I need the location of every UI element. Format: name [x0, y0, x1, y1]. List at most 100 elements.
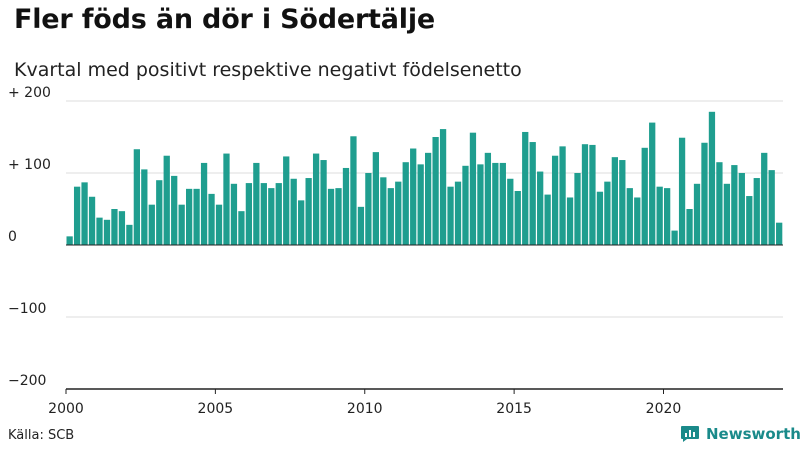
bar [447, 186, 454, 245]
bar [111, 209, 118, 245]
bar [574, 173, 581, 245]
bar [678, 137, 686, 245]
brand-logo[interactable]: Newsworthy [680, 425, 800, 443]
bar [163, 155, 170, 245]
bar [566, 197, 574, 245]
x-tick-label: 2015 [496, 401, 532, 417]
bar [746, 196, 753, 245]
bar [387, 188, 394, 245]
bar [686, 209, 693, 245]
bar [342, 167, 350, 245]
bar [395, 181, 402, 245]
bar [738, 173, 745, 245]
chart-title: Fler föds än dör i Södertälje [14, 4, 436, 35]
bar [238, 211, 245, 245]
x-tick-label: 2005 [198, 401, 234, 417]
bar [634, 197, 641, 245]
bar [148, 204, 155, 245]
bar [88, 196, 96, 245]
x-tick-label: 2000 [48, 401, 84, 417]
x-tick-label: 2020 [646, 401, 682, 417]
bar [372, 152, 379, 245]
bar [230, 183, 238, 245]
bar [335, 188, 342, 245]
bar [537, 171, 544, 245]
bar [559, 146, 566, 245]
bar [701, 142, 708, 245]
bar [193, 188, 200, 245]
bar [484, 152, 492, 245]
bar [671, 230, 678, 245]
y-tick-label: 0 [8, 229, 17, 245]
bar [462, 165, 469, 245]
bar [776, 222, 783, 245]
y-tick-label: + 200 [8, 85, 51, 101]
bar [604, 181, 611, 245]
bar [522, 131, 529, 245]
bar [417, 164, 424, 245]
bar [133, 149, 140, 245]
bar [611, 157, 618, 245]
bar [305, 178, 312, 245]
bar [223, 153, 230, 245]
bar [641, 147, 648, 245]
bar [581, 144, 589, 245]
bar [327, 188, 335, 245]
bar [656, 186, 663, 245]
bar [312, 153, 320, 245]
bar [103, 219, 111, 245]
bar [425, 152, 432, 245]
bar [268, 188, 275, 245]
bar [178, 204, 185, 245]
bar [350, 136, 357, 245]
bar [507, 178, 514, 245]
bar [723, 183, 731, 245]
bar [708, 111, 716, 245]
x-tick-label: 2010 [347, 401, 383, 417]
bar [81, 182, 88, 245]
y-tick-label: + 100 [8, 157, 51, 173]
y-tick-label: −100 [8, 301, 46, 317]
bar [664, 188, 671, 245]
bar [156, 180, 163, 245]
bar [253, 162, 260, 245]
bar [596, 191, 604, 245]
bar [357, 206, 365, 245]
bar [410, 148, 417, 245]
bar [529, 142, 536, 245]
bar [619, 160, 626, 245]
bar [200, 162, 208, 245]
bar [260, 183, 267, 245]
bar [73, 186, 81, 245]
bar [432, 137, 439, 245]
bar [208, 193, 215, 245]
bar [514, 191, 521, 245]
brand-name: Newsworthy [706, 425, 800, 443]
chart-subtitle: Kvartal med positivt respektive negativt… [14, 59, 522, 81]
bar [731, 165, 738, 245]
bar [716, 162, 723, 245]
bar [693, 183, 701, 245]
bar [477, 164, 484, 245]
bar [454, 181, 462, 245]
bar [365, 173, 372, 245]
bar [492, 162, 499, 245]
bar [141, 169, 148, 245]
bar [649, 122, 656, 245]
bar [439, 129, 447, 245]
bar [66, 236, 73, 245]
bar [761, 152, 768, 245]
bar [186, 188, 193, 245]
bar [544, 194, 551, 245]
bar [171, 175, 178, 245]
bar [126, 224, 133, 245]
bar [245, 183, 253, 245]
bar [320, 160, 327, 245]
bar [290, 178, 297, 245]
bar [551, 155, 559, 245]
bar [275, 183, 282, 245]
bar-layer [66, 111, 783, 245]
newsworthy-logo-icon [681, 426, 699, 442]
